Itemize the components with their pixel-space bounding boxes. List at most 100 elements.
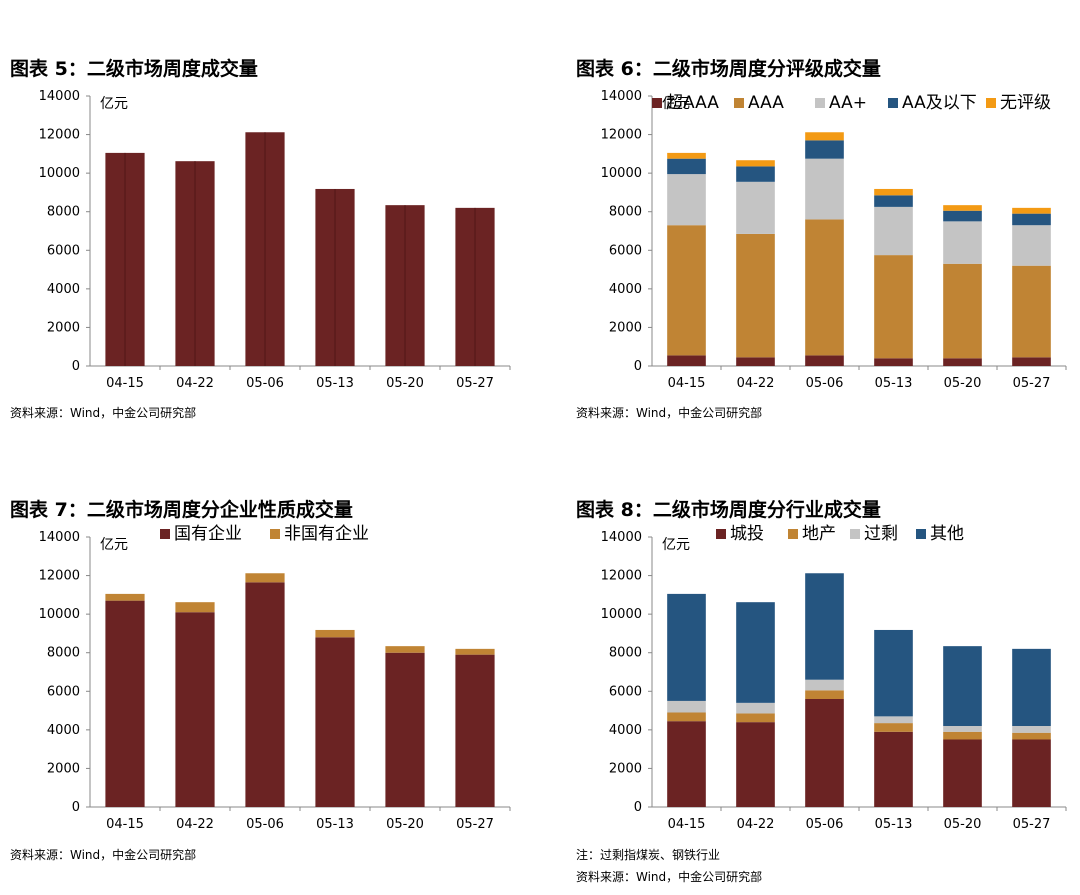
- bar: [175, 612, 215, 807]
- x-tick-label: 04-22: [176, 376, 214, 391]
- bar: [943, 210, 982, 222]
- chart-panel-4: 图表 8：二级市场周度分行业成交量 0 2000 4000 6000 8000 10000…: [576, 495, 1080, 895]
- y-tick-label: 4000: [47, 723, 80, 738]
- y-unit-label: 亿元: [100, 96, 128, 112]
- x-tick-label: 05-13: [875, 376, 913, 391]
- bar: [1012, 648, 1051, 726]
- bar-chart: 0 2000 4000 6000 8000 10000 12000 14000 亿元 04-15 0…: [39, 89, 511, 391]
- legend-item: 其他: [916, 524, 964, 544]
- x-tick-label: 05-13: [875, 817, 913, 832]
- bar: [943, 739, 982, 807]
- bar: [245, 582, 285, 807]
- y-tick-label: 10000: [39, 607, 80, 622]
- y-tick-label: 6000: [609, 684, 642, 699]
- x-tick-label: 05-20: [944, 376, 982, 391]
- chart-panel-3: 图表 7：二级市场周度分企业性质成交量 0 2000 4000 6000 8000 100…: [10, 495, 530, 895]
- x-tick-label: 05-20: [386, 376, 424, 391]
- legend-label: 非国有企业: [284, 524, 369, 544]
- x-tick-label: 05-13: [316, 817, 354, 832]
- x-tick-label: 05-27: [1013, 376, 1051, 391]
- y-unit-label: 亿元: [662, 537, 690, 553]
- x-tick-label: 04-15: [106, 817, 144, 832]
- bar: [736, 233, 775, 358]
- bar: [736, 702, 775, 714]
- y-tick-label: 2000: [609, 761, 642, 776]
- bar: [667, 174, 706, 226]
- chart-source: 资料来源：Wind，中金公司研究部: [576, 870, 763, 884]
- legend-label: AAA: [748, 93, 784, 113]
- bar: [105, 593, 145, 601]
- bar: [1012, 207, 1051, 214]
- bar: [874, 731, 913, 807]
- y-tick-label: 12000: [39, 569, 80, 584]
- bar: [1012, 225, 1051, 266]
- legend-swatch: [652, 98, 662, 108]
- bar: [667, 158, 706, 175]
- bar: [805, 573, 844, 680]
- bar: [736, 722, 775, 807]
- bar: [667, 152, 706, 159]
- legend-swatch: [716, 529, 726, 539]
- y-tick-label: 0: [72, 359, 80, 374]
- bar: [315, 629, 355, 638]
- bar: [874, 206, 913, 256]
- bar: [667, 593, 706, 701]
- legend-item: 无评级: [986, 93, 1051, 113]
- x-tick-label: 05-27: [1013, 817, 1051, 832]
- legend-label: 其他: [930, 524, 964, 544]
- y-tick-label: 8000: [609, 205, 642, 220]
- bar: [175, 602, 215, 613]
- bar: [805, 679, 844, 691]
- legend-label: 国有企业: [174, 524, 242, 544]
- bar: [805, 219, 844, 356]
- x-tick-label: 05-20: [386, 817, 424, 832]
- legend-item: 超AAA: [652, 93, 719, 113]
- y-tick-label: 10000: [39, 166, 80, 181]
- bar: [1012, 213, 1051, 226]
- legend-item: 过剩: [850, 524, 898, 544]
- bar: [667, 700, 706, 713]
- y-tick-label: 0: [634, 359, 642, 374]
- y-unit-label: 亿元: [662, 96, 690, 112]
- bar: [874, 195, 913, 207]
- legend-label: 超AAA: [666, 93, 719, 113]
- bar: [874, 629, 913, 717]
- x-tick-label: 04-15: [668, 376, 706, 391]
- bar: [805, 699, 844, 807]
- legend-label: AA+: [829, 93, 867, 113]
- legend-item: AAA: [734, 93, 784, 113]
- y-tick-label: 14000: [601, 89, 642, 104]
- bar: [455, 648, 495, 655]
- bar: [943, 221, 982, 264]
- y-tick-label: 10000: [601, 607, 642, 622]
- legend-label: 过剩: [864, 524, 898, 544]
- chart-title: 图表 7：二级市场周度分企业性质成交量: [10, 499, 353, 521]
- chart-panel-1: 图表 5：二级市场周度成交量 0 2000 4000 6000 8000 10000 120…: [10, 54, 530, 454]
- bar: [943, 646, 982, 726]
- legend-item: 城投: [716, 524, 764, 544]
- bar: [736, 357, 775, 366]
- bar: [736, 160, 775, 167]
- stacked-bar-chart: 0 2000 4000 6000 8000 10000 12000 14000 亿元 04-15 0…: [601, 524, 1067, 832]
- bar: [805, 140, 844, 159]
- bar: [805, 355, 844, 366]
- y-tick-label: 12000: [601, 128, 642, 143]
- y-tick-label: 14000: [39, 89, 80, 104]
- y-tick-label: 8000: [47, 205, 80, 220]
- bar: [736, 181, 775, 234]
- y-tick-label: 10000: [601, 166, 642, 181]
- y-tick-label: 0: [634, 800, 642, 815]
- legend-item: 非国有企业: [270, 524, 369, 544]
- bar: [736, 713, 775, 723]
- chart-panel-2: 图表 6：二级市场周度分评级成交量 0 2000 4000 6000 8000 10000…: [576, 54, 1080, 454]
- chart-source: 资料来源：Wind，中金公司研究部: [10, 848, 197, 862]
- bar: [805, 132, 844, 141]
- y-tick-label: 4000: [609, 282, 642, 297]
- stacked-bar-chart: 0 2000 4000 6000 8000 10000 12000 14000 亿元 04-15 0…: [39, 524, 511, 832]
- bar: [245, 573, 285, 583]
- legend-swatch: [270, 529, 280, 539]
- legend-swatch: [788, 529, 798, 539]
- y-tick-label: 0: [72, 800, 80, 815]
- chart-source: 资料来源：Wind，中金公司研究部: [10, 406, 197, 420]
- x-tick-label: 05-06: [246, 376, 284, 391]
